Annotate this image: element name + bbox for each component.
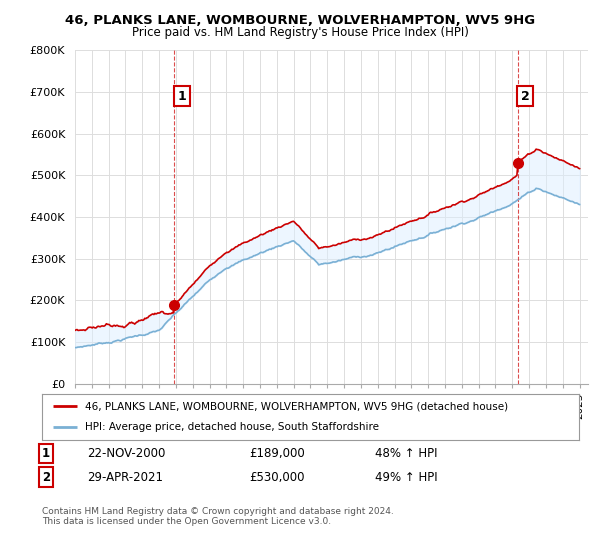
Text: HPI: Average price, detached house, South Staffordshire: HPI: Average price, detached house, Sout… (85, 422, 379, 432)
Text: £530,000: £530,000 (249, 470, 305, 484)
Text: £189,000: £189,000 (249, 447, 305, 460)
Text: 1: 1 (178, 90, 187, 102)
Text: 2: 2 (42, 470, 50, 484)
Text: 1: 1 (42, 447, 50, 460)
Text: Contains HM Land Registry data © Crown copyright and database right 2024.
This d: Contains HM Land Registry data © Crown c… (42, 507, 394, 526)
Text: 49% ↑ HPI: 49% ↑ HPI (375, 470, 437, 484)
Text: 22-NOV-2000: 22-NOV-2000 (87, 447, 166, 460)
Text: 48% ↑ HPI: 48% ↑ HPI (375, 447, 437, 460)
Text: Price paid vs. HM Land Registry's House Price Index (HPI): Price paid vs. HM Land Registry's House … (131, 26, 469, 39)
Text: 2: 2 (521, 90, 529, 102)
Text: 46, PLANKS LANE, WOMBOURNE, WOLVERHAMPTON, WV5 9HG: 46, PLANKS LANE, WOMBOURNE, WOLVERHAMPTO… (65, 14, 535, 27)
Text: 46, PLANKS LANE, WOMBOURNE, WOLVERHAMPTON, WV5 9HG (detached house): 46, PLANKS LANE, WOMBOURNE, WOLVERHAMPTO… (85, 401, 508, 411)
Text: 29-APR-2021: 29-APR-2021 (87, 470, 163, 484)
